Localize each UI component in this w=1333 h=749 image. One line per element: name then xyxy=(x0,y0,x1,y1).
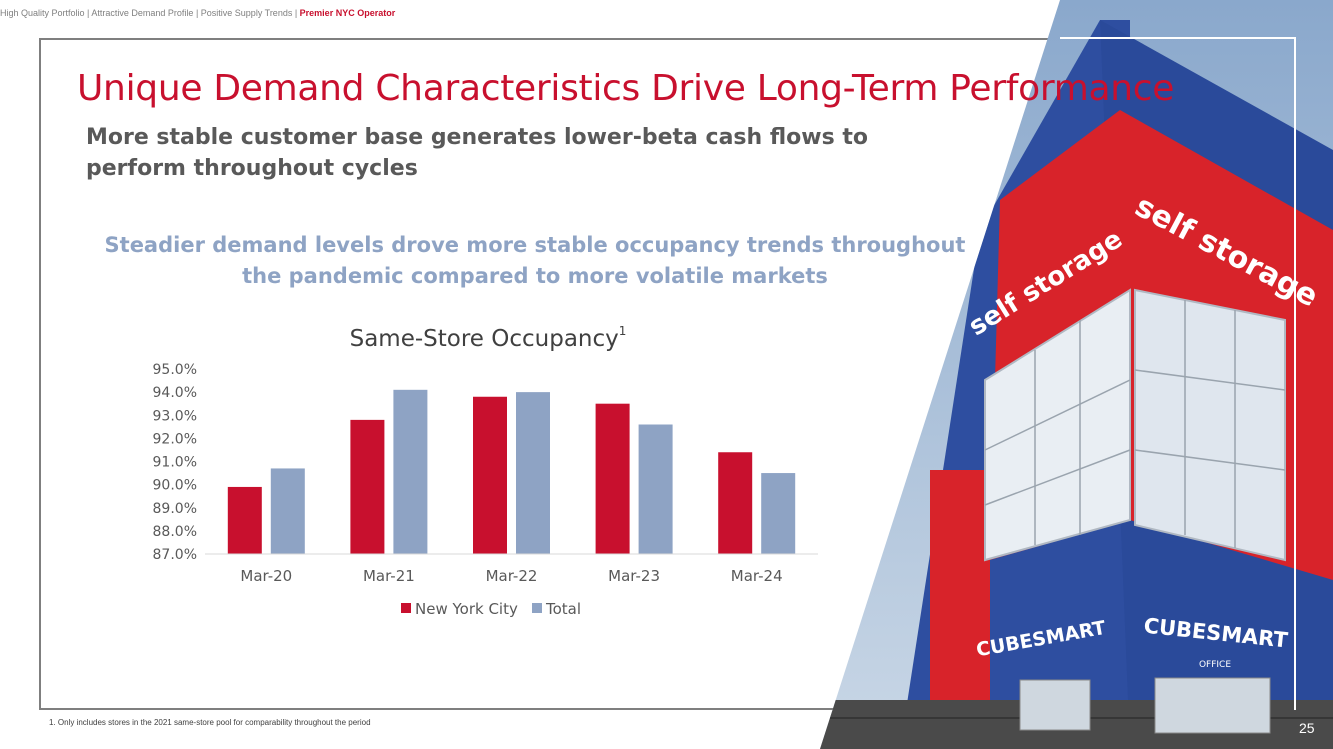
y-tick-label: 89.0% xyxy=(153,501,197,517)
y-tick-label: 94.0% xyxy=(153,385,197,401)
y-tick-label: 92.0% xyxy=(153,431,197,447)
x-tick-label: Mar-21 xyxy=(363,567,415,585)
bar-series xyxy=(227,389,796,554)
breadcrumb-separator: | xyxy=(193,8,201,18)
slide-title: Unique Demand Characteristics Drive Long… xyxy=(77,68,1175,109)
bar-total-mar-23 xyxy=(638,424,673,554)
breadcrumb-separator: | xyxy=(292,8,300,18)
legend-swatch-nyc xyxy=(401,603,411,613)
bar-total-mar-24 xyxy=(761,473,796,554)
bar-total-mar-20 xyxy=(270,468,305,554)
breadcrumb-item-supply[interactable]: Positive Supply Trends xyxy=(200,8,293,18)
section-breadcrumb: High Quality Portfolio | Attractive Dema… xyxy=(0,8,395,18)
breadcrumb-item-portfolio[interactable]: High Quality Portfolio xyxy=(0,8,85,18)
bar-nyc-mar-22 xyxy=(473,396,507,554)
bar-nyc-mar-24 xyxy=(718,452,753,554)
x-tick-label: Mar-24 xyxy=(731,567,783,585)
y-tick-label: 88.0% xyxy=(153,524,197,540)
chart-title: Same-Store Occupancy1 xyxy=(350,324,627,352)
bar-nyc-mar-23 xyxy=(595,403,630,554)
x-axis: Mar-20 Mar-21 Mar-22 Mar-23 Mar-24 xyxy=(240,567,782,585)
page-number: 25 xyxy=(1299,720,1315,736)
y-tick-label: 93.0% xyxy=(153,408,197,424)
bar-total-mar-22 xyxy=(516,392,550,554)
legend-label-total: Total xyxy=(545,600,581,618)
y-tick-label: 87.0% xyxy=(153,547,197,563)
footnote: 1. Only includes stores in the 2021 same… xyxy=(49,718,371,727)
bar-nyc-mar-20 xyxy=(227,486,262,554)
y-tick-label: 90.0% xyxy=(153,478,197,494)
breadcrumb-item-demand[interactable]: Attractive Demand Profile xyxy=(91,8,194,18)
y-axis: 87.0% 88.0% 89.0% 90.0% 91.0% 92.0% 93.0% 94.0%… xyxy=(153,362,197,563)
legend-swatch-total xyxy=(532,603,542,613)
y-tick-label: 91.0% xyxy=(153,455,197,471)
chart-legend: New York City Total xyxy=(401,600,581,618)
x-tick-label: Mar-22 xyxy=(486,567,538,585)
legend-label-nyc: New York City xyxy=(415,600,518,618)
bar-nyc-mar-21 xyxy=(350,419,385,554)
slide-subtitle: More stable customer base generates lowe… xyxy=(86,125,868,181)
bar-total-mar-21 xyxy=(393,389,428,554)
breadcrumb-separator: | xyxy=(84,8,92,18)
x-tick-label: Mar-20 xyxy=(240,567,292,585)
y-tick-label: 95.0% xyxy=(153,362,197,378)
breadcrumb-item-nyc-active[interactable]: Premier NYC Operator xyxy=(299,8,396,18)
x-tick-label: Mar-23 xyxy=(608,567,660,585)
